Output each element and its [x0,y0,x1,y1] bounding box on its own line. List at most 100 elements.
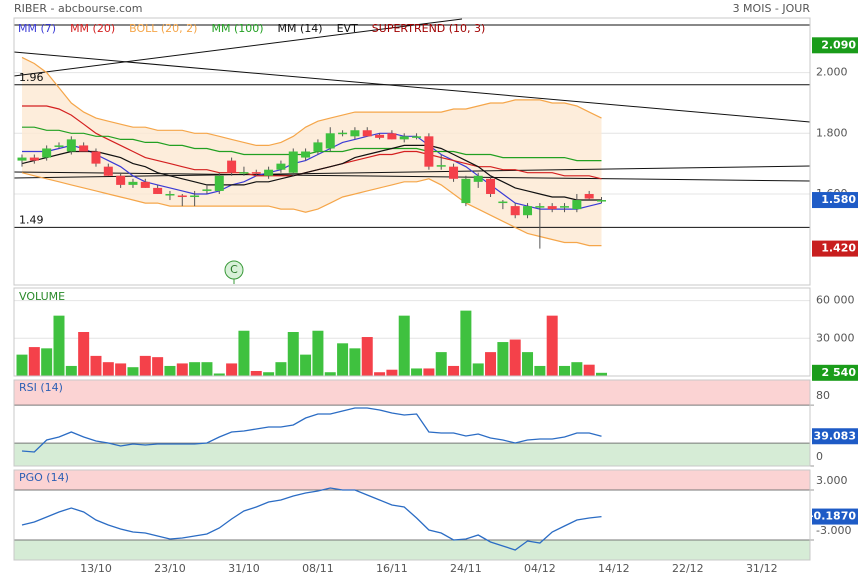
panel-title: PGO (14) [19,471,69,484]
overbought-zone [14,470,810,490]
volume-bar [509,339,521,376]
candle-body [597,200,607,202]
candle-body [486,178,496,194]
y-tick-label: 80 [816,389,830,402]
volume-bar [16,354,28,376]
trend-line [13,165,811,179]
volume-bar [361,337,373,376]
candle-body [387,133,397,140]
marker-label: 1.420 [821,242,856,255]
oversold-zone [14,540,810,560]
candle-body [362,130,372,137]
volume-bar [312,330,324,376]
oscillator-line [21,487,602,551]
legend-entry: BOLL (20, 2) [129,22,197,35]
candle-body [153,187,163,194]
volume-bar [435,352,447,376]
indicator-line [22,126,602,162]
period: 3 MOIS - JOUR [733,2,811,15]
volume-bar [497,342,509,376]
volume-bar [78,332,90,376]
volume-bar [423,368,435,376]
y-tick-label: 60 000 [816,294,855,307]
x-tick-label: 04/12 [524,562,556,575]
volume-bar [534,365,546,376]
volume-bar [596,372,608,376]
x-tick-label: 24/11 [450,562,482,575]
candle-body [424,136,434,167]
candle-body [276,163,286,170]
panel-frame [13,379,811,467]
candle-body [375,134,385,138]
candle-body [165,193,175,196]
candle-body [301,151,311,158]
candle-body [560,206,570,208]
legend-entry: MM (14) [278,22,323,35]
panel-frame [13,287,811,377]
volume-bar [115,363,127,376]
trend-line [13,51,811,123]
candle-body [338,132,348,135]
candle-body [190,195,200,198]
marker-box [812,428,858,445]
legend-entry: SUPERTREND (10, 3) [372,22,486,35]
x-tick-label: 16/11 [376,562,408,575]
candle-body [523,206,533,216]
candle-body [510,206,520,216]
candle-body [239,172,249,174]
candle-body [412,136,422,138]
marker-box [812,192,858,209]
event-circle [224,260,244,280]
volume-bar [201,362,213,376]
y-tick-label: 0 [816,450,823,463]
volume-bar [213,373,225,376]
marker-label: 1.580 [821,193,856,206]
volume-bar [398,315,410,376]
candle-body [449,166,459,179]
volume-bar [28,347,40,376]
volume-bar [164,365,176,376]
volume-bar [238,330,250,376]
candle-body [264,169,274,176]
volume-bar [324,372,336,376]
trend-line [13,171,811,182]
y-tick-label: 1.800 [816,126,848,139]
candle-body [473,175,483,182]
x-tick-label: 23/10 [154,562,186,575]
volume-bar [571,362,583,376]
marker-label: -0.1870 [809,510,856,523]
page-title: RIBER - abcbourse.com [14,2,142,15]
x-tick-label: 13/10 [80,562,112,575]
volume-bar [460,310,472,376]
indicator-line [22,132,602,210]
candle-body [313,142,323,152]
volume-bar [522,352,534,376]
panel-title: VOLUME [19,290,65,303]
price-marker: 39.083 [812,428,858,445]
marker-box [812,240,858,257]
volume-bar [300,354,312,376]
volume-bar [411,368,423,376]
marker-label: 2.090 [821,38,856,51]
legend-entry: MM (7) [18,22,56,35]
volume-bar [152,357,164,376]
marker-box [812,508,858,525]
bollinger-upper [21,56,602,146]
price-marker: -0.1870 [809,508,858,525]
y-tick-label: 2.000 [816,66,848,79]
marker-box [812,37,858,54]
candle-body [350,130,360,137]
x-tick-label: 08/11 [302,562,334,575]
price-marker: 1.580 [812,192,858,209]
volume-bar [263,372,275,376]
volume-bar [337,343,349,376]
x-tick-label: 31/10 [228,562,260,575]
volume-bar [250,370,262,376]
volume-bar [559,365,571,376]
oversold-zone [14,443,810,466]
candle-body [66,139,76,152]
trend-line [13,18,463,77]
volume-bar [485,352,497,376]
candle-body [29,157,39,161]
